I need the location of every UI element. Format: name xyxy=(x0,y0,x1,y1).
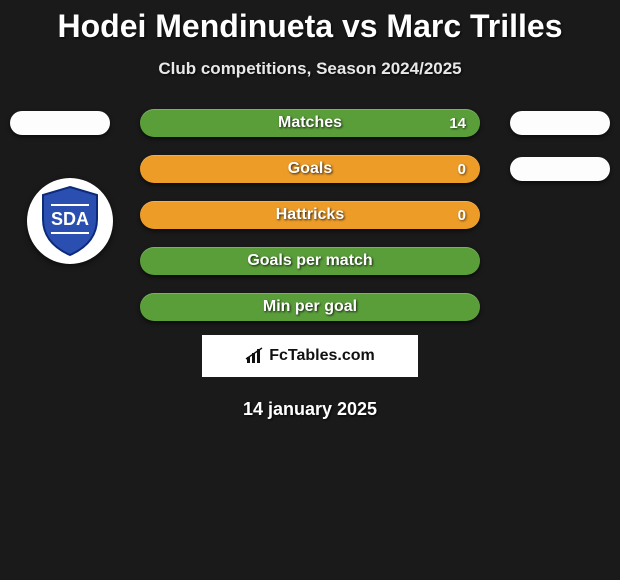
stat-label: Matches xyxy=(140,109,480,137)
shield-icon: SDA xyxy=(37,185,103,257)
stat-bar: Hattricks0 xyxy=(140,201,480,229)
stat-bar: Goals0 xyxy=(140,155,480,183)
value-pill-left xyxy=(10,111,110,135)
subtitle: Club competitions, Season 2024/2025 xyxy=(0,59,620,79)
stat-label: Goals per match xyxy=(140,247,480,275)
bars-icon xyxy=(245,347,265,365)
stat-bar: Min per goal xyxy=(140,293,480,321)
page-title: Hodei Mendinueta vs Marc Trilles xyxy=(0,0,620,45)
stat-label: Hattricks xyxy=(140,201,480,229)
stat-row: Matches14 xyxy=(0,109,620,137)
stat-value-right: 14 xyxy=(449,109,466,137)
value-pill-right xyxy=(510,157,610,181)
stat-label: Goals xyxy=(140,155,480,183)
fctables-attribution: FcTables.com xyxy=(202,335,418,377)
team-badge-left: SDA xyxy=(27,178,113,264)
value-pill-right xyxy=(510,111,610,135)
date-line: 14 january 2025 xyxy=(0,399,620,420)
stat-row: Min per goal xyxy=(0,293,620,321)
stat-value-right: 0 xyxy=(458,155,466,183)
stat-label: Min per goal xyxy=(140,293,480,321)
stat-row: Goals0 xyxy=(0,155,620,183)
stat-value-right: 0 xyxy=(458,201,466,229)
stat-bar: Matches14 xyxy=(140,109,480,137)
badge-initials: SDA xyxy=(51,209,89,229)
stat-bar: Goals per match xyxy=(140,247,480,275)
fctables-label: FcTables.com xyxy=(269,347,375,365)
